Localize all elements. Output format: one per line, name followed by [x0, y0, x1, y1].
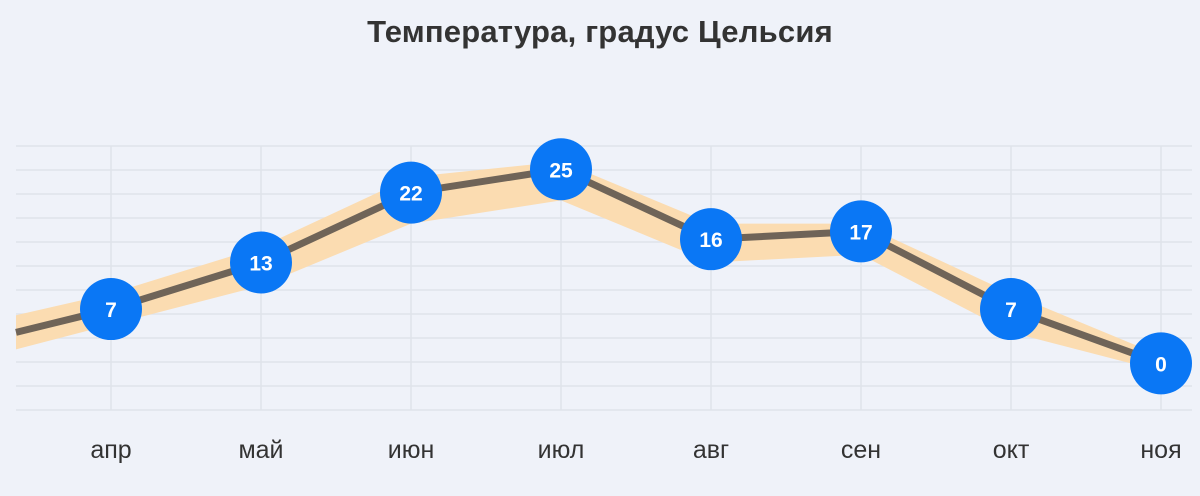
data-point: [230, 231, 292, 294]
data-label: 7: [105, 299, 117, 322]
data-point: [830, 200, 892, 263]
data-point: [530, 138, 592, 201]
data-label: 13: [249, 252, 272, 275]
x-tick-label: окт: [993, 436, 1030, 464]
data-label: 22: [399, 183, 422, 206]
data-markers: 7 13 22 25 16 17 7 0: [80, 138, 1192, 395]
x-tick-label: апр: [90, 436, 131, 464]
chart-title: Температура, градус Цельсия: [367, 14, 833, 49]
data-label: 16: [699, 229, 722, 252]
data-point: [1130, 332, 1192, 395]
data-label: 0: [1155, 353, 1167, 376]
x-tick-label: сен: [841, 436, 881, 464]
x-tick-label: ноя: [1140, 436, 1181, 464]
x-tick-label: июн: [388, 436, 435, 464]
data-label: 17: [849, 221, 872, 244]
x-tick-label: май: [238, 436, 283, 464]
x-axis-ticks: апр май июн июл авг сен окт ноя: [90, 436, 1181, 464]
x-tick-label: июл: [538, 436, 585, 464]
data-point: [980, 278, 1042, 341]
data-label: 7: [1005, 299, 1017, 322]
x-tick-label: авг: [693, 436, 729, 464]
data-label: 25: [549, 159, 573, 182]
data-point: [380, 161, 442, 224]
data-point: [680, 208, 742, 271]
data-point: [80, 278, 142, 341]
